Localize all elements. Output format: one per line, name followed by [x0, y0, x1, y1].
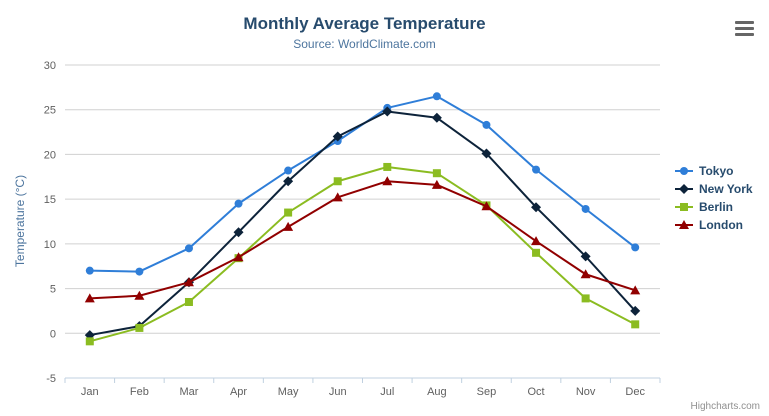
point-tokyo-dec[interactable] — [631, 243, 640, 252]
point-new-york-jun[interactable] — [332, 131, 343, 142]
x-axis-tick-label: Oct — [527, 386, 544, 398]
legend-item-london[interactable]: London — [674, 218, 753, 232]
x-axis-tick-label: May — [278, 386, 299, 398]
point-tokyo-apr[interactable] — [234, 199, 243, 208]
point-new-york-apr[interactable] — [233, 227, 244, 238]
burger-bar — [735, 33, 754, 36]
point-new-york-nov[interactable] — [580, 251, 591, 262]
y-axis-tick-label: 5 — [50, 284, 56, 296]
x-axis-tick-label: Aug — [427, 386, 447, 398]
point-london-apr[interactable] — [233, 252, 244, 262]
point-new-york-may[interactable] — [283, 176, 294, 187]
point-berlin-nov[interactable] — [581, 294, 590, 303]
legend-label: London — [699, 218, 743, 232]
x-axis-tick-label: Apr — [230, 386, 247, 398]
series-london — [84, 176, 641, 303]
point-tokyo-feb[interactable] — [135, 267, 144, 276]
x-axis-tick-label: Jan — [81, 386, 99, 398]
x-axis-tick-label: Jul — [380, 386, 394, 398]
point-new-york-oct[interactable] — [531, 202, 542, 213]
series-line-new-york — [88, 110, 637, 337]
legend-item-tokyo[interactable]: Tokyo — [674, 164, 753, 178]
point-london-jan[interactable] — [84, 293, 95, 303]
y-axis-tick-label: 10 — [44, 239, 56, 251]
point-berlin-jan[interactable] — [85, 337, 94, 346]
point-tokyo-may[interactable] — [284, 166, 293, 175]
point-london-may[interactable] — [283, 221, 294, 231]
x-axis-tick-label: Sep — [477, 386, 497, 398]
point-berlin-may[interactable] — [284, 208, 293, 217]
legend-item-new-york[interactable]: New York — [674, 182, 753, 196]
point-london-feb[interactable] — [134, 290, 145, 300]
series-tokyo — [85, 92, 640, 276]
point-tokyo-sep[interactable] — [482, 120, 491, 129]
point-berlin-jul[interactable] — [383, 162, 392, 171]
series-line-london — [88, 180, 637, 300]
point-tokyo-nov[interactable] — [581, 204, 590, 213]
point-berlin-aug[interactable] — [432, 169, 441, 178]
y-axis-tick-label: 0 — [50, 328, 56, 340]
point-london-nov[interactable] — [580, 269, 591, 279]
x-axis-tick-label: Feb — [130, 386, 149, 398]
chart-subtitle: Source: WorldClimate.com — [293, 37, 436, 51]
point-berlin-dec[interactable] — [631, 320, 640, 329]
x-axis-tick-label: Jun — [329, 386, 347, 398]
point-new-york-sep[interactable] — [481, 148, 492, 159]
point-berlin-mar[interactable] — [184, 297, 193, 306]
point-tokyo-mar[interactable] — [184, 244, 193, 253]
y-axis-tick-label: 20 — [44, 149, 56, 161]
point-new-york-jul[interactable] — [382, 106, 393, 117]
legend-marker-diamond-icon — [675, 184, 693, 194]
x-axis-tick-label: Mar — [179, 386, 198, 398]
point-tokyo-oct[interactable] — [532, 165, 541, 174]
legend: Tokyo New York Berlin London — [674, 164, 753, 232]
legend-label: New York — [699, 182, 753, 196]
highcharts-credit[interactable]: Highcharts.com — [690, 401, 760, 412]
chart-title: Monthly Average Temperature — [243, 14, 486, 33]
point-tokyo-aug[interactable] — [432, 92, 441, 101]
legend-label: Berlin — [699, 200, 734, 214]
y-axis-tick-label: -5 — [46, 373, 56, 385]
point-london-aug[interactable] — [431, 179, 442, 189]
point-london-dec[interactable] — [630, 285, 641, 295]
x-axis-tick-label: Nov — [576, 386, 596, 398]
legend-marker-circle-icon — [675, 167, 693, 175]
legend-label: Tokyo — [699, 164, 734, 178]
context-menu-button[interactable] — [735, 21, 754, 39]
y-axis-tick-label: 15 — [44, 194, 56, 206]
point-tokyo-jan[interactable] — [85, 266, 94, 275]
point-berlin-oct[interactable] — [532, 248, 541, 257]
y-axis-tick-label: 30 — [44, 60, 56, 72]
burger-bar — [735, 21, 754, 24]
legend-item-berlin[interactable]: Berlin — [674, 200, 753, 214]
point-berlin-jun[interactable] — [333, 177, 342, 186]
point-london-jul[interactable] — [382, 176, 393, 186]
series-new-york — [84, 106, 641, 341]
y-axis-tick-label: 25 — [44, 105, 56, 117]
series-line-berlin — [88, 165, 637, 343]
x-axis-tick-label: Dec — [625, 386, 645, 398]
legend-marker-square-icon — [675, 203, 693, 211]
burger-bar — [735, 27, 754, 30]
point-london-mar[interactable] — [183, 277, 194, 287]
point-london-jun[interactable] — [332, 192, 343, 202]
point-new-york-aug[interactable] — [431, 112, 442, 123]
legend-marker-triangle-icon — [675, 220, 693, 229]
point-berlin-feb[interactable] — [135, 323, 144, 332]
series-line-tokyo — [88, 95, 637, 273]
point-london-oct[interactable] — [531, 236, 542, 246]
point-new-york-dec[interactable] — [630, 305, 641, 316]
point-london-sep[interactable] — [481, 201, 492, 211]
